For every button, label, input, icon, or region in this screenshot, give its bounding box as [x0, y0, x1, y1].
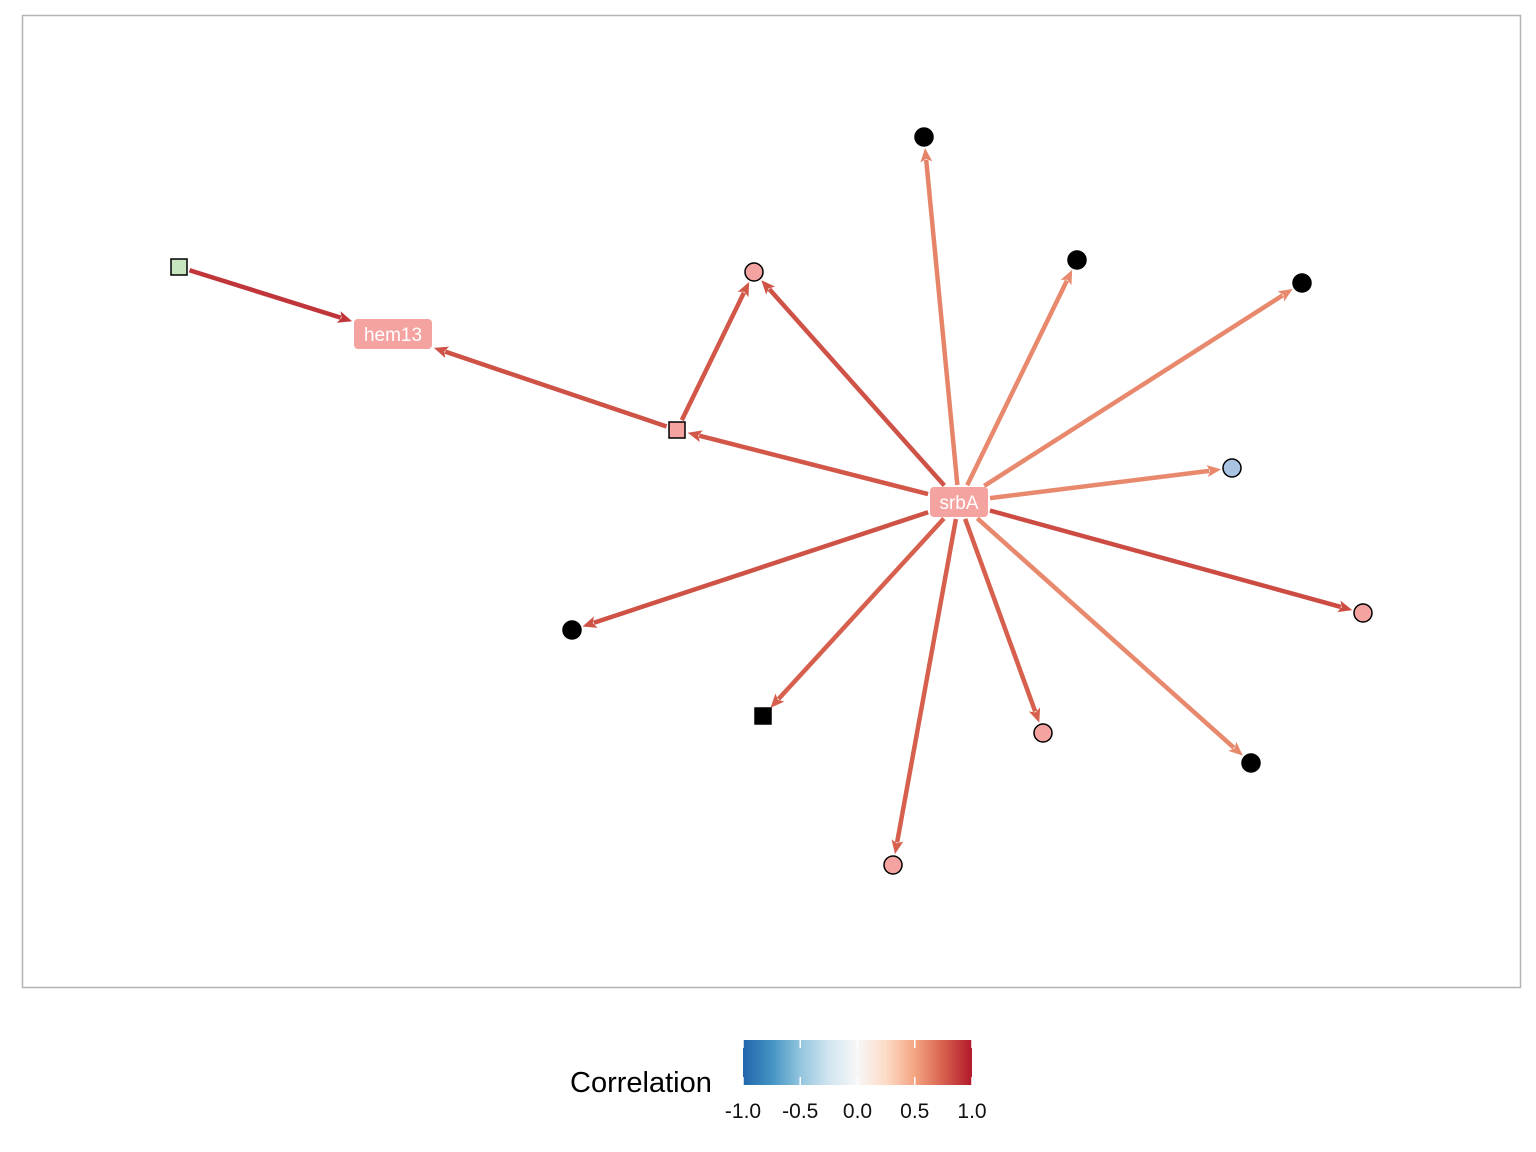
edge-srbA-c_black_ur2	[982, 288, 1293, 488]
edge-arrowhead	[1206, 465, 1222, 478]
edge-line	[767, 287, 946, 488]
node-c_black_left[interactable]	[562, 620, 582, 640]
node-c_pink_top[interactable]	[744, 262, 764, 282]
node-c_pink_bot2[interactable]	[883, 855, 903, 875]
edge-sq_pink-hem13	[433, 346, 668, 429]
edge-srbA-sq_pink	[687, 430, 929, 497]
edge-srbA-c_pink_bot1	[963, 518, 1041, 723]
edge-line	[593, 510, 929, 625]
edge-line	[982, 293, 1284, 488]
edge-line	[679, 291, 746, 422]
edge-line	[698, 433, 929, 497]
legend-tick-label: 0.5	[900, 1100, 929, 1123]
edge-srbA-c_pink_top	[761, 280, 946, 488]
edges-layer	[188, 147, 1353, 855]
node-circle	[1353, 603, 1373, 623]
node-square	[170, 258, 188, 276]
edge-arrowhead	[336, 311, 353, 323]
edge-sq_pink-c_pink_top	[679, 281, 750, 422]
node-circle	[562, 620, 582, 640]
node-square	[754, 707, 772, 725]
node-label-box	[930, 487, 988, 517]
node-hem13[interactable]: hem13	[354, 319, 432, 349]
node-label-box	[354, 319, 432, 349]
node-c_black_top[interactable]	[914, 127, 934, 147]
node-label: srbA	[939, 493, 978, 514]
node-sq_green[interactable]	[170, 258, 188, 276]
nodes-layer: srbA hem13	[170, 127, 1373, 875]
edge-arrowhead	[737, 281, 750, 298]
edge-arrowhead	[433, 346, 450, 358]
edge-srbA-sq_black	[770, 516, 946, 708]
legend-tick-label: 1.0	[957, 1100, 986, 1123]
node-c_black_ur2[interactable]	[1292, 273, 1312, 293]
edge-line	[776, 516, 946, 701]
node-square	[668, 421, 686, 439]
edge-srbA-c_pink_bot2	[891, 518, 959, 855]
edge-line	[923, 159, 960, 486]
node-label: hem13	[364, 325, 422, 346]
edge-arrowhead	[1337, 600, 1353, 613]
node-circle	[1241, 753, 1261, 773]
node-sq_pink[interactable]	[668, 421, 686, 439]
edge-arrowhead	[687, 430, 703, 442]
node-c_blue[interactable]	[1222, 458, 1242, 478]
node-circle	[914, 127, 934, 147]
legend-tick-label: -0.5	[782, 1100, 818, 1123]
legend: Correlation -1.0 -0.5 0.0 0.5 1.0	[570, 1040, 987, 1123]
edge-arrowhead	[582, 616, 598, 628]
edge-arrowhead	[1228, 741, 1243, 756]
edge-srbA-c_blue	[989, 465, 1222, 501]
edge-line	[989, 508, 1342, 610]
node-c_pink_bot1[interactable]	[1033, 723, 1053, 743]
node-c_black_ur1[interactable]	[1067, 250, 1087, 270]
node-circle	[1033, 723, 1053, 743]
edge-srbA-c_pink_right	[989, 508, 1353, 613]
node-circle	[1292, 273, 1312, 293]
node-sq_black[interactable]	[754, 707, 772, 725]
legend-ticks: -1.0 -0.5 0.0 0.5 1.0	[725, 1040, 987, 1123]
edge-arrowhead	[1060, 269, 1073, 286]
edge-line	[188, 268, 342, 320]
node-circle	[1222, 458, 1242, 478]
edge-arrowhead	[1028, 707, 1041, 723]
edge-line	[894, 518, 959, 843]
edge-arrowhead	[761, 280, 776, 295]
edge-line	[965, 279, 1069, 487]
edge-line	[444, 349, 668, 429]
node-circle	[883, 855, 903, 875]
edge-arrowhead	[891, 839, 904, 855]
edge-srbA-c_black_top	[920, 147, 960, 486]
edge-srbA-c_black_left	[582, 510, 929, 628]
edge-arrowhead	[920, 147, 933, 163]
legend-tick-label: -1.0	[725, 1100, 761, 1123]
edge-arrowhead	[770, 693, 785, 708]
legend-tick-label: 0.0	[843, 1100, 872, 1123]
edge-line	[963, 518, 1038, 713]
node-circle	[744, 262, 764, 282]
edge-arrowhead	[1277, 288, 1293, 302]
edge-srbA-c_black_ur1	[965, 269, 1073, 487]
legend-title: Correlation	[570, 1067, 712, 1099]
node-c_pink_right[interactable]	[1353, 603, 1373, 623]
plot-panel	[21, 14, 1522, 989]
edge-line	[975, 516, 1236, 750]
node-circle	[1067, 250, 1087, 270]
edge-line	[989, 468, 1210, 501]
edge-srbA-c_black_lr	[975, 516, 1243, 756]
node-srbA[interactable]: srbA	[930, 487, 988, 517]
node-c_black_lr[interactable]	[1241, 753, 1261, 773]
edge-sq_green-hem13	[188, 268, 353, 323]
